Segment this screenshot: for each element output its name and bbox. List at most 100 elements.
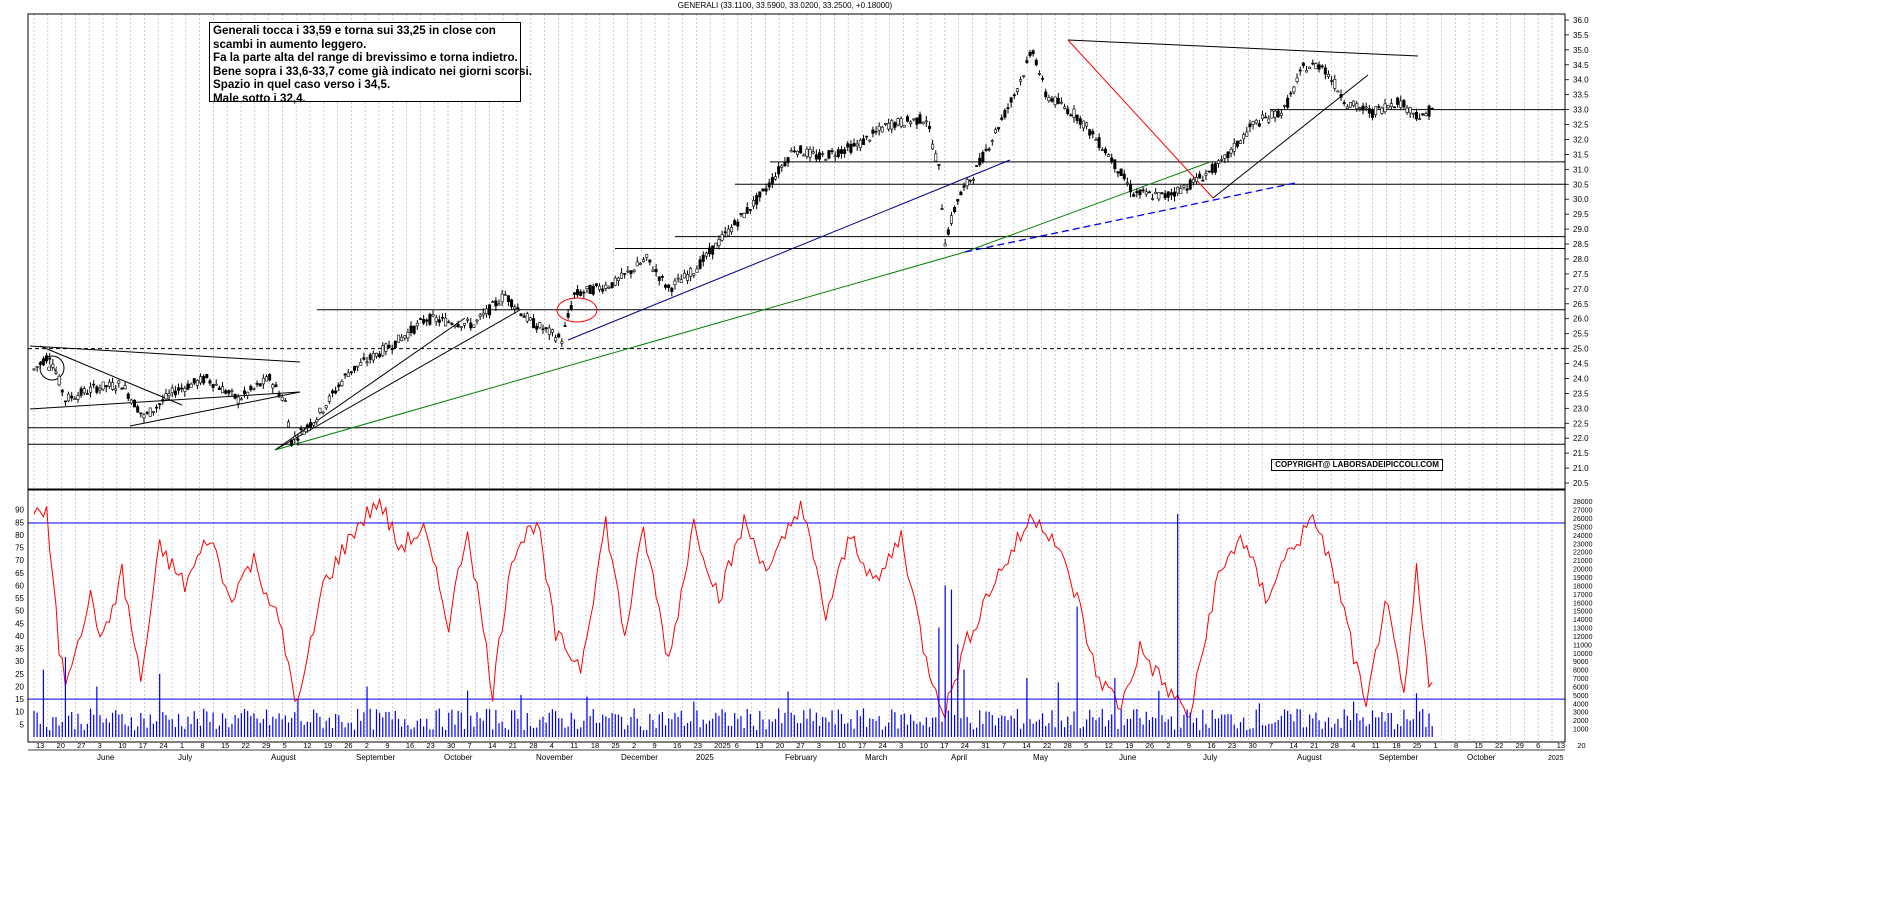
candle-body bbox=[1311, 62, 1315, 65]
candle-body bbox=[887, 123, 891, 130]
volume-tick-label: 4000 bbox=[1573, 701, 1589, 708]
candle-body bbox=[1006, 107, 1010, 109]
candle-body bbox=[708, 247, 712, 255]
candle-body bbox=[133, 399, 137, 408]
candle-body bbox=[544, 327, 548, 329]
candle-body bbox=[214, 383, 218, 386]
candle-body bbox=[1094, 139, 1098, 141]
x-day-label: 5 bbox=[1084, 741, 1088, 750]
x-day-label: 2 bbox=[365, 741, 369, 750]
candle-body bbox=[497, 303, 501, 306]
candle-body bbox=[459, 326, 463, 328]
candle-body bbox=[390, 348, 394, 351]
candle-body bbox=[1330, 80, 1334, 82]
candle-body bbox=[415, 322, 419, 327]
candle-body bbox=[1279, 112, 1283, 116]
price-tick-label: 32.5 bbox=[1573, 121, 1589, 130]
candle-body bbox=[359, 362, 363, 366]
candle-body bbox=[981, 152, 985, 163]
candle-body bbox=[692, 273, 696, 276]
candle-body bbox=[861, 138, 865, 145]
candle-body bbox=[462, 323, 466, 326]
candle-body bbox=[1336, 90, 1340, 93]
candle-body bbox=[1157, 192, 1161, 200]
candle-body bbox=[1270, 110, 1274, 119]
trend-line-blue-dashed bbox=[964, 182, 1296, 253]
candle-body bbox=[739, 213, 743, 215]
price-tick-label: 27.5 bbox=[1573, 270, 1589, 279]
candle-body bbox=[1370, 109, 1374, 118]
candle-body bbox=[98, 387, 102, 391]
x-day-label: 28 bbox=[1331, 741, 1339, 750]
candle-body bbox=[1326, 74, 1330, 77]
x-day-label: 27 bbox=[796, 741, 804, 750]
candle-body bbox=[334, 390, 338, 394]
candle-body bbox=[971, 178, 975, 181]
candle-body bbox=[598, 285, 602, 290]
oscillator-tick-label: 80 bbox=[15, 531, 24, 540]
candle-body bbox=[1392, 106, 1396, 109]
candle-body bbox=[243, 390, 247, 395]
candle-body bbox=[1135, 191, 1139, 194]
candle-body bbox=[387, 344, 391, 348]
candle-body bbox=[717, 239, 721, 246]
commentary-line-1: Generali tocca i 33,59 e torna sui 33,25… bbox=[213, 24, 496, 37]
candle-body bbox=[1047, 97, 1051, 102]
candle-body bbox=[1185, 188, 1189, 191]
x-day-label: 7 bbox=[1269, 741, 1273, 750]
candle-body bbox=[1003, 109, 1007, 118]
x-day-label: 31 bbox=[981, 741, 989, 750]
candle-body bbox=[1147, 191, 1151, 194]
candle-body bbox=[1251, 121, 1255, 125]
candle-body bbox=[1348, 102, 1352, 108]
candle-body bbox=[1059, 101, 1063, 104]
x-day-label: 23 bbox=[1228, 741, 1236, 750]
x-day-label: 26 bbox=[1146, 741, 1154, 750]
candle-body bbox=[720, 234, 724, 241]
x-day-label: 16 bbox=[673, 741, 681, 750]
volume-tick-label: 7000 bbox=[1573, 676, 1589, 683]
candle-body bbox=[868, 139, 872, 142]
candle-body bbox=[1399, 100, 1403, 108]
candle-body bbox=[506, 295, 510, 303]
volume-tick-label: 8000 bbox=[1573, 668, 1589, 675]
trend-line-blue bbox=[567, 159, 1011, 341]
candle-body bbox=[896, 118, 900, 126]
candle-body bbox=[635, 261, 639, 267]
candle-body bbox=[698, 259, 702, 269]
x-day-label: 28 bbox=[529, 741, 537, 750]
candle-body bbox=[767, 182, 771, 188]
commentary-line-4: Bene sopra i 33,6-33,7 come già indicato… bbox=[213, 64, 532, 78]
candle-body bbox=[368, 354, 372, 360]
candle-body bbox=[1063, 106, 1067, 109]
candle-body bbox=[1377, 106, 1381, 108]
volume-tick-label: 15000 bbox=[1573, 609, 1593, 616]
candle-body bbox=[155, 406, 159, 409]
candle-body bbox=[673, 280, 677, 285]
candle-body bbox=[1163, 193, 1167, 199]
candle-body bbox=[63, 400, 67, 403]
candle-body bbox=[1427, 105, 1431, 117]
x-day-label: 15 bbox=[221, 741, 229, 750]
trend-line-black-lower bbox=[29, 391, 301, 410]
candle-body bbox=[1430, 107, 1434, 110]
oscillator-tick-label: 5 bbox=[20, 720, 25, 729]
candle-body bbox=[362, 357, 366, 360]
candle-body bbox=[318, 407, 322, 413]
oscillator-tick-label: 65 bbox=[15, 569, 24, 578]
oscillator-tick-label: 40 bbox=[15, 632, 24, 641]
candle-body bbox=[579, 291, 583, 296]
candle-body bbox=[478, 314, 482, 317]
candle-body bbox=[136, 406, 140, 413]
candle-body bbox=[588, 284, 592, 294]
candle-body bbox=[1383, 103, 1387, 113]
x-day-label: 9 bbox=[653, 741, 657, 750]
candle-body bbox=[1173, 191, 1177, 197]
candle-body bbox=[795, 150, 799, 155]
trend-line-black-upper bbox=[29, 345, 301, 363]
candle-body bbox=[525, 313, 529, 322]
candle-body bbox=[371, 353, 375, 361]
candle-body bbox=[902, 124, 906, 128]
x-day-label: 27 bbox=[77, 741, 85, 750]
x-day-label: 13 bbox=[755, 741, 763, 750]
